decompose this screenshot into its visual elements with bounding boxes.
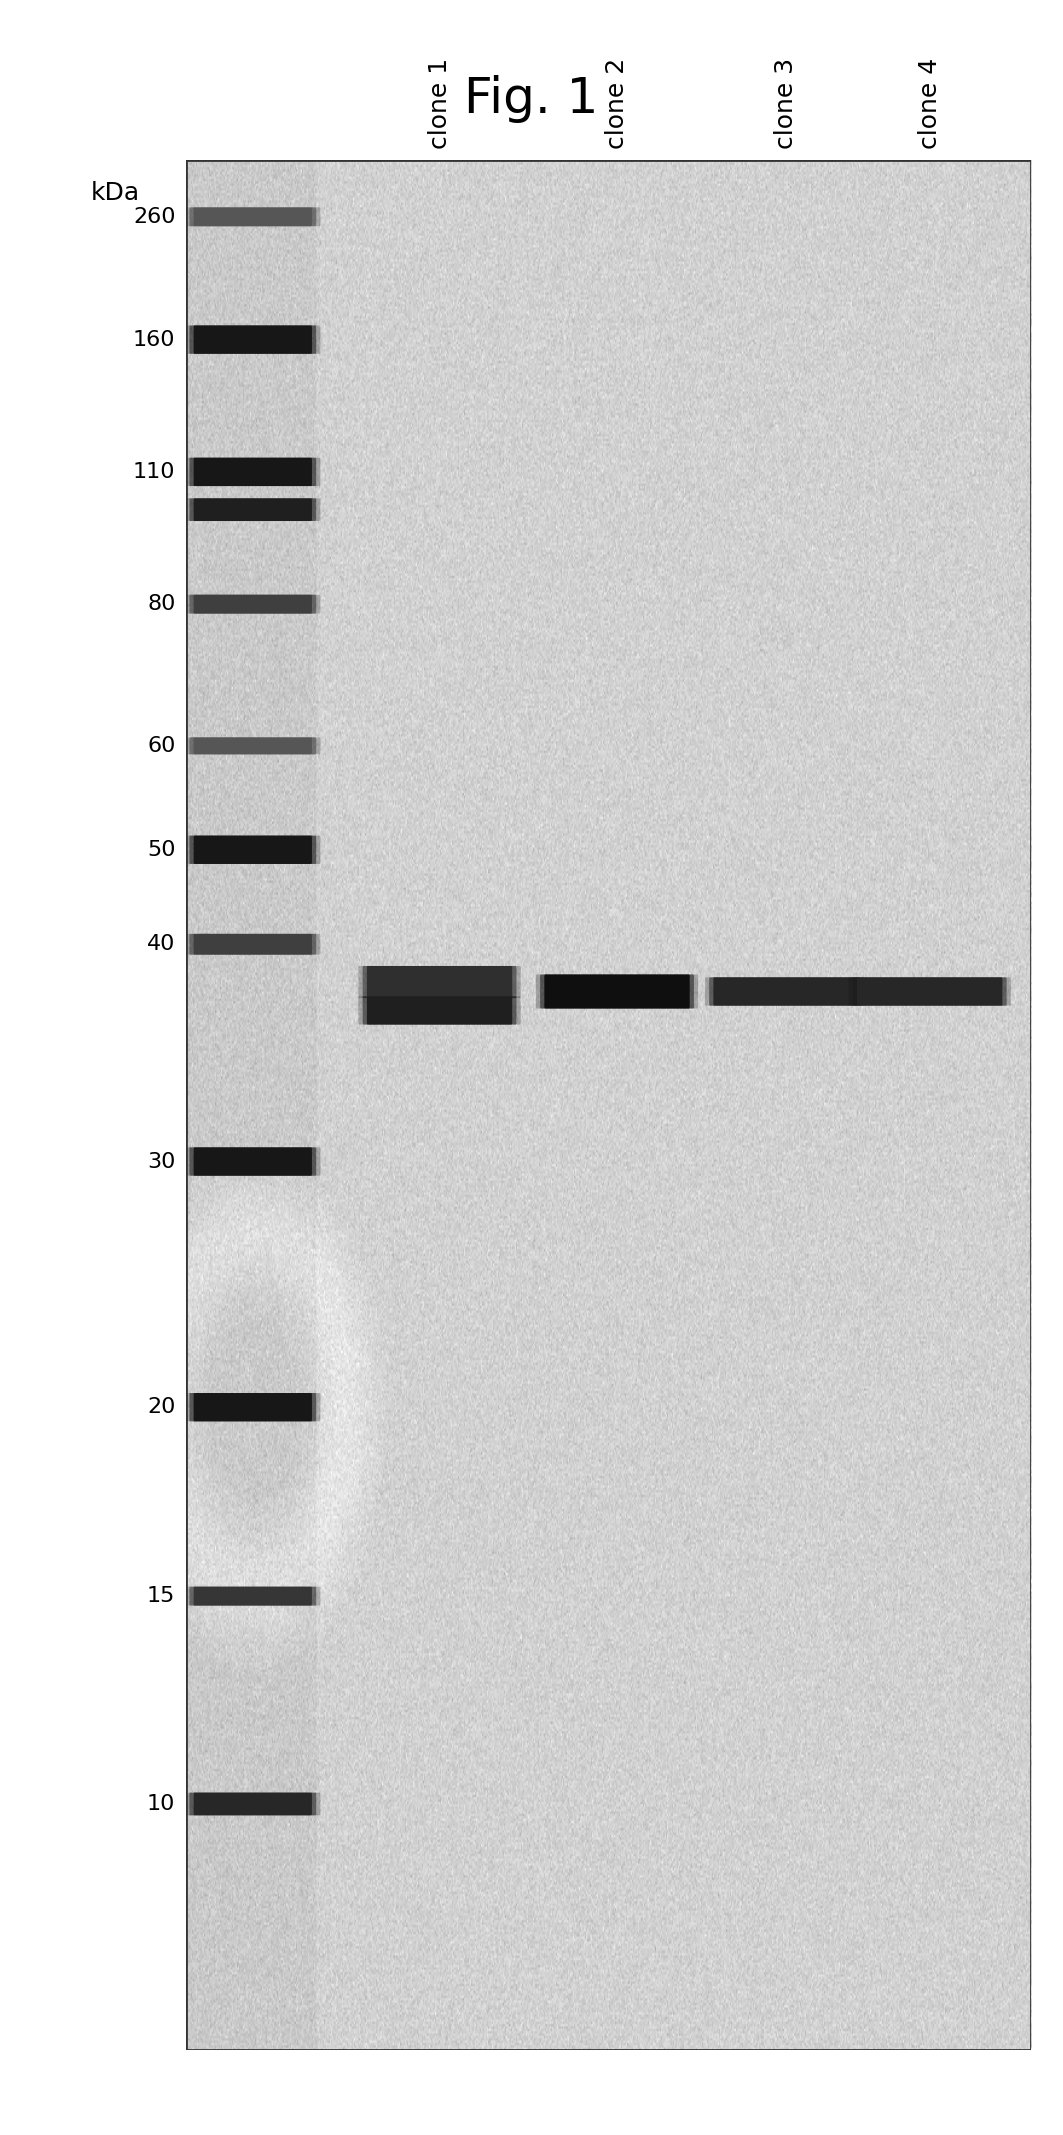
FancyBboxPatch shape xyxy=(193,1146,311,1176)
Text: kDa: kDa xyxy=(90,181,139,205)
FancyBboxPatch shape xyxy=(544,974,690,1008)
FancyBboxPatch shape xyxy=(193,1586,311,1606)
FancyBboxPatch shape xyxy=(193,1392,311,1422)
FancyBboxPatch shape xyxy=(189,1793,316,1815)
FancyBboxPatch shape xyxy=(853,978,1007,1006)
FancyBboxPatch shape xyxy=(367,965,512,997)
Text: 50: 50 xyxy=(147,839,175,860)
FancyBboxPatch shape xyxy=(193,1793,311,1815)
Text: 110: 110 xyxy=(133,461,175,483)
Text: 60: 60 xyxy=(147,737,175,756)
FancyBboxPatch shape xyxy=(189,207,316,226)
FancyBboxPatch shape xyxy=(362,997,517,1025)
FancyBboxPatch shape xyxy=(185,835,320,865)
Text: 80: 80 xyxy=(147,594,175,615)
Text: clone 3: clone 3 xyxy=(774,58,798,149)
FancyBboxPatch shape xyxy=(185,497,320,521)
FancyBboxPatch shape xyxy=(189,835,316,865)
FancyBboxPatch shape xyxy=(193,596,311,613)
FancyBboxPatch shape xyxy=(705,978,867,1006)
Text: 40: 40 xyxy=(147,935,175,954)
FancyBboxPatch shape xyxy=(193,325,311,354)
FancyBboxPatch shape xyxy=(709,978,863,1006)
Text: clone 4: clone 4 xyxy=(917,58,942,149)
FancyBboxPatch shape xyxy=(185,933,320,954)
FancyBboxPatch shape xyxy=(185,207,320,226)
FancyBboxPatch shape xyxy=(193,835,311,865)
FancyBboxPatch shape xyxy=(358,965,521,997)
FancyBboxPatch shape xyxy=(367,997,512,1025)
FancyBboxPatch shape xyxy=(185,596,320,613)
FancyBboxPatch shape xyxy=(189,737,316,754)
FancyBboxPatch shape xyxy=(185,1586,320,1606)
FancyBboxPatch shape xyxy=(185,737,320,754)
Text: 20: 20 xyxy=(147,1396,175,1418)
FancyBboxPatch shape xyxy=(185,325,320,354)
FancyBboxPatch shape xyxy=(193,457,311,487)
FancyBboxPatch shape xyxy=(189,933,316,954)
FancyBboxPatch shape xyxy=(362,965,517,997)
FancyBboxPatch shape xyxy=(358,997,521,1025)
Text: 160: 160 xyxy=(133,329,175,350)
FancyBboxPatch shape xyxy=(540,974,694,1008)
FancyBboxPatch shape xyxy=(185,1146,320,1176)
Text: 260: 260 xyxy=(133,207,175,226)
FancyBboxPatch shape xyxy=(193,933,311,954)
FancyBboxPatch shape xyxy=(189,1146,316,1176)
FancyBboxPatch shape xyxy=(536,974,698,1008)
Text: clone 1: clone 1 xyxy=(427,58,452,149)
Text: 30: 30 xyxy=(147,1151,175,1172)
FancyBboxPatch shape xyxy=(185,1793,320,1815)
FancyBboxPatch shape xyxy=(185,1392,320,1422)
Text: clone 2: clone 2 xyxy=(605,58,629,149)
Text: 10: 10 xyxy=(147,1793,175,1815)
Text: Fig. 1: Fig. 1 xyxy=(465,75,598,122)
FancyBboxPatch shape xyxy=(713,978,859,1006)
FancyBboxPatch shape xyxy=(848,978,1011,1006)
FancyBboxPatch shape xyxy=(189,497,316,521)
FancyBboxPatch shape xyxy=(189,325,316,354)
FancyBboxPatch shape xyxy=(189,1392,316,1422)
FancyBboxPatch shape xyxy=(193,207,311,226)
FancyBboxPatch shape xyxy=(193,497,311,521)
FancyBboxPatch shape xyxy=(193,737,311,754)
FancyBboxPatch shape xyxy=(189,457,316,487)
Text: 15: 15 xyxy=(147,1586,175,1606)
FancyBboxPatch shape xyxy=(857,978,1002,1006)
FancyBboxPatch shape xyxy=(189,596,316,613)
FancyBboxPatch shape xyxy=(189,1586,316,1606)
FancyBboxPatch shape xyxy=(185,457,320,487)
